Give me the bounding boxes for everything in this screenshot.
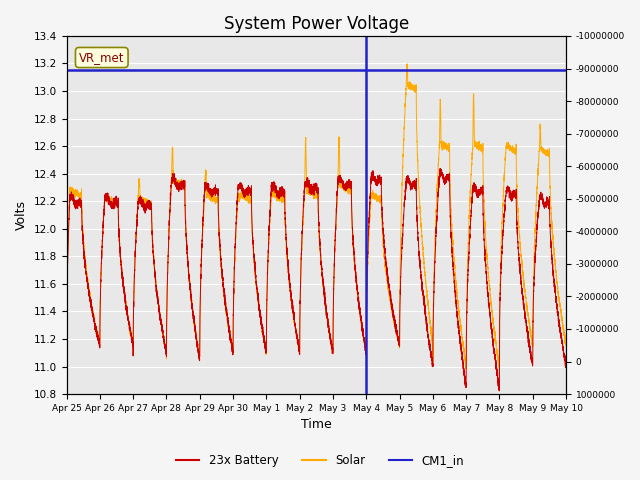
Title: System Power Voltage: System Power Voltage <box>223 15 409 33</box>
X-axis label: Time: Time <box>301 419 332 432</box>
Legend: 23x Battery, Solar, CM1_in: 23x Battery, Solar, CM1_in <box>171 449 469 472</box>
Y-axis label: Volts: Volts <box>15 200 28 230</box>
Text: VR_met: VR_met <box>79 51 125 64</box>
